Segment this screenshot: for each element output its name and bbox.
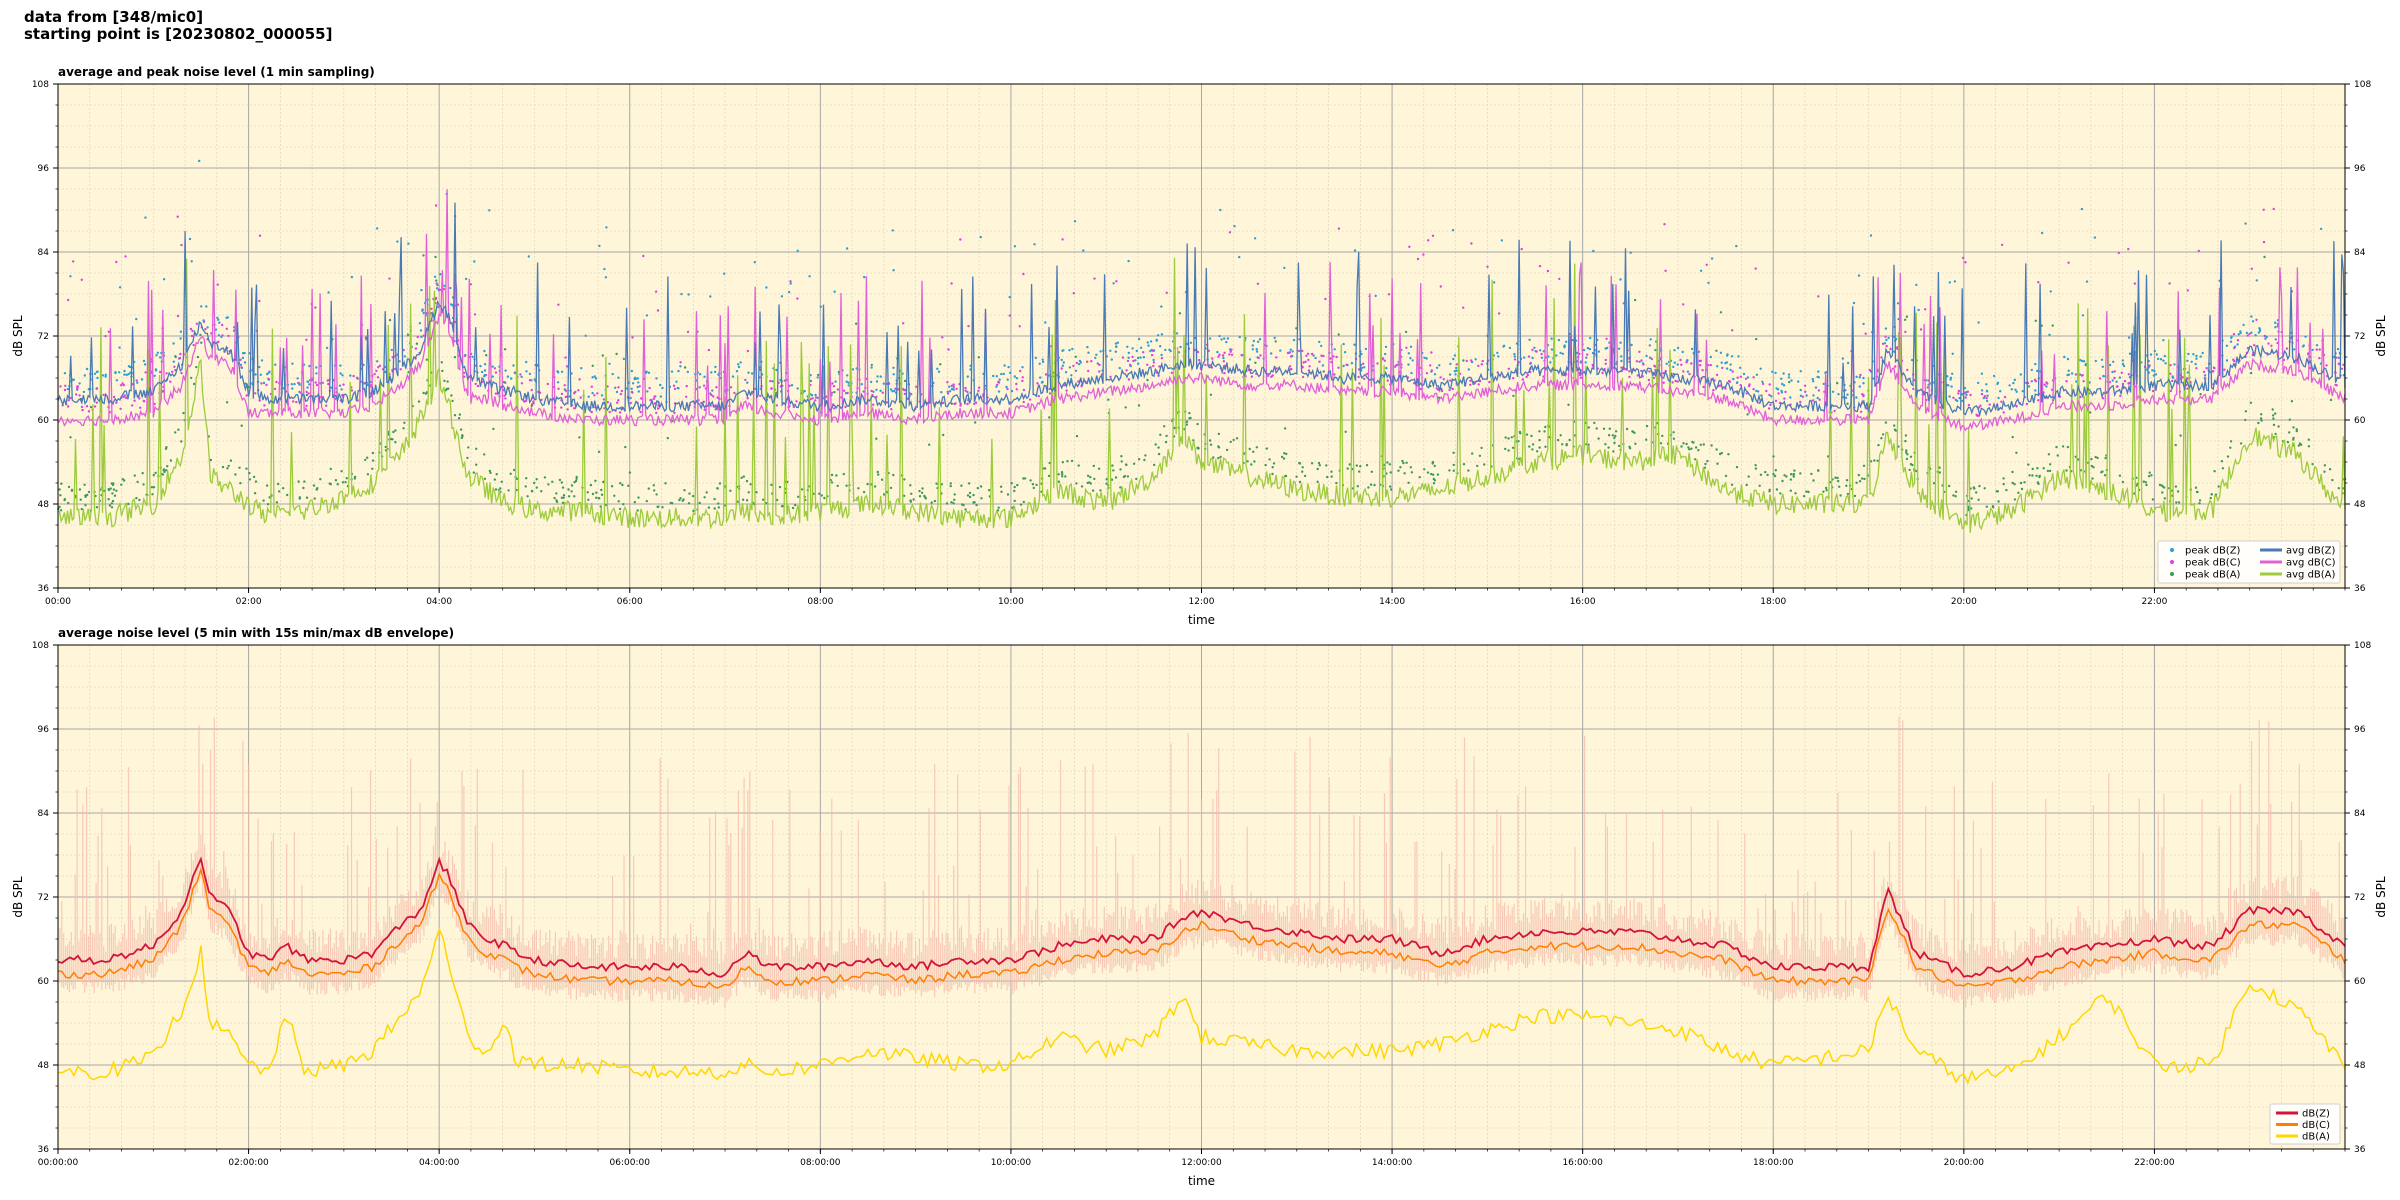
y-tick-label-left: 48	[38, 500, 50, 510]
x-tick-label: 14:00	[1379, 597, 1405, 607]
chart-panel-2: average noise level (5 min with 15s min/…	[11, 626, 2388, 1188]
legend-label: peak dB(C)	[2185, 558, 2241, 569]
legend-marker	[2170, 560, 2174, 564]
header-start-line: starting point is [20230802_000055]	[24, 25, 333, 43]
x-tick-label: 22:00	[2141, 597, 2167, 607]
x-tick-label: 10:00	[998, 597, 1024, 607]
axis-ticks: 00:00 02:00 04:00 06:00 08:00 10:00 12:00 14:00…	[32, 80, 2372, 607]
y-tick-label-right: 48	[2354, 1061, 2366, 1071]
y-tick-label-left: 48	[38, 1061, 50, 1071]
legend-marker	[2170, 548, 2174, 552]
legend-label: dB(C)	[2302, 1120, 2330, 1131]
legend: dB(Z)dB(C)dB(A)	[2269, 1103, 2341, 1145]
y-tick-label-left: 60	[38, 416, 50, 426]
x-tick-label: 04:00:00	[419, 1158, 460, 1168]
axis-ticks: 00:00:00 02:00:00 04:00:00 06:00:00 08:00:00…	[32, 641, 2372, 1168]
y-tick-label-left: 108	[32, 641, 49, 651]
y-axis-label-left: dB SPL	[11, 876, 25, 918]
y-tick-label-left: 72	[38, 332, 49, 342]
x-tick-label: 06:00:00	[610, 1158, 651, 1168]
y-tick-label-right: 60	[2354, 416, 2366, 426]
series-line-db-c-	[57, 866, 2346, 989]
x-tick-label: 16:00	[1570, 597, 1596, 607]
series-line-db-z-	[57, 856, 2346, 978]
series-line-avg-db-z-	[57, 202, 2346, 418]
figure-header: data from [348/mic0] starting point is […	[24, 9, 332, 43]
legend-label: dB(A)	[2302, 1132, 2330, 1143]
y-tick-label-right: 84	[2354, 809, 2366, 819]
x-tick-label: 22:00:00	[2134, 1158, 2175, 1168]
y-tick-label-left: 108	[32, 80, 49, 90]
x-tick-label: 04:00	[426, 597, 452, 607]
legend-label: dB(Z)	[2302, 1109, 2330, 1120]
x-axis-label: time	[1188, 613, 1215, 627]
x-tick-label: 16:00:00	[1562, 1158, 1603, 1168]
header-source-line: data from [348/mic0]	[24, 8, 204, 26]
x-tick-label: 08:00:00	[800, 1158, 841, 1168]
x-tick-label: 08:00	[807, 597, 833, 607]
y-axis-label-left: dB SPL	[11, 315, 25, 357]
x-tick-label: 12:00:00	[1181, 1158, 1222, 1168]
y-tick-label-right: 60	[2354, 977, 2366, 987]
legend-label: peak dB(A)	[2185, 570, 2241, 581]
x-tick-label: 02:00:00	[228, 1158, 269, 1168]
y-tick-label-right: 48	[2354, 500, 2366, 510]
legend-label: avg dB(C)	[2286, 558, 2336, 569]
y-axis-label-right: dB SPL	[2374, 315, 2388, 357]
x-tick-label: 12:00	[1189, 597, 1215, 607]
y-tick-label-left: 72	[38, 893, 49, 903]
x-tick-label: 00:00:00	[38, 1158, 79, 1168]
y-tick-label-right: 72	[2354, 332, 2365, 342]
chart-panel-1: average and peak noise level (1 min samp…	[11, 65, 2388, 627]
y-tick-label-left: 84	[38, 809, 50, 819]
legend-marker	[2170, 572, 2174, 576]
y-tick-label-left: 36	[38, 584, 50, 594]
panel-title: average noise level (5 min with 15s min/…	[58, 626, 454, 640]
series-line-avg-db-c-	[57, 189, 2346, 433]
y-axis-label-right: dB SPL	[2374, 876, 2388, 918]
y-tick-label-left: 60	[38, 977, 50, 987]
y-tick-label-right: 36	[2354, 1145, 2366, 1155]
x-tick-label: 06:00	[617, 597, 643, 607]
legend-box	[2157, 540, 2341, 584]
x-tick-label: 00:00	[45, 597, 71, 607]
legend-label: avg dB(Z)	[2286, 546, 2336, 557]
x-tick-label: 20:00:00	[1944, 1158, 1985, 1168]
panel-title: average and peak noise level (1 min samp…	[58, 65, 375, 79]
y-tick-label-right: 96	[2354, 725, 2366, 735]
legend-label: avg dB(A)	[2286, 570, 2336, 581]
y-tick-label-left: 84	[38, 248, 50, 258]
x-tick-label: 20:00	[1951, 597, 1977, 607]
x-axis-label: time	[1188, 1174, 1215, 1188]
y-tick-label-right: 72	[2354, 893, 2365, 903]
y-tick-label-right: 108	[2354, 641, 2371, 651]
y-tick-label-right: 36	[2354, 584, 2366, 594]
x-tick-label: 10:00:00	[991, 1158, 1032, 1168]
y-tick-label-left: 36	[38, 1145, 50, 1155]
y-tick-label-right: 96	[2354, 164, 2366, 174]
legend-label: peak dB(Z)	[2185, 546, 2241, 557]
y-tick-label-right: 108	[2354, 80, 2371, 90]
y-tick-label-left: 96	[38, 164, 50, 174]
series-line-db-a-	[57, 927, 2346, 1085]
series-line-avg-db-a-	[57, 257, 2346, 533]
x-tick-label: 18:00	[1760, 597, 1786, 607]
y-tick-label-left: 96	[38, 725, 50, 735]
x-tick-label: 14:00:00	[1372, 1158, 1413, 1168]
x-tick-label: 18:00:00	[1753, 1158, 1794, 1168]
legend: peak dB(Z) avg dB(Z) peak dB(C) avg dB(C) pe…	[2157, 540, 2341, 584]
x-tick-label: 02:00	[236, 597, 262, 607]
y-tick-label-right: 84	[2354, 248, 2366, 258]
